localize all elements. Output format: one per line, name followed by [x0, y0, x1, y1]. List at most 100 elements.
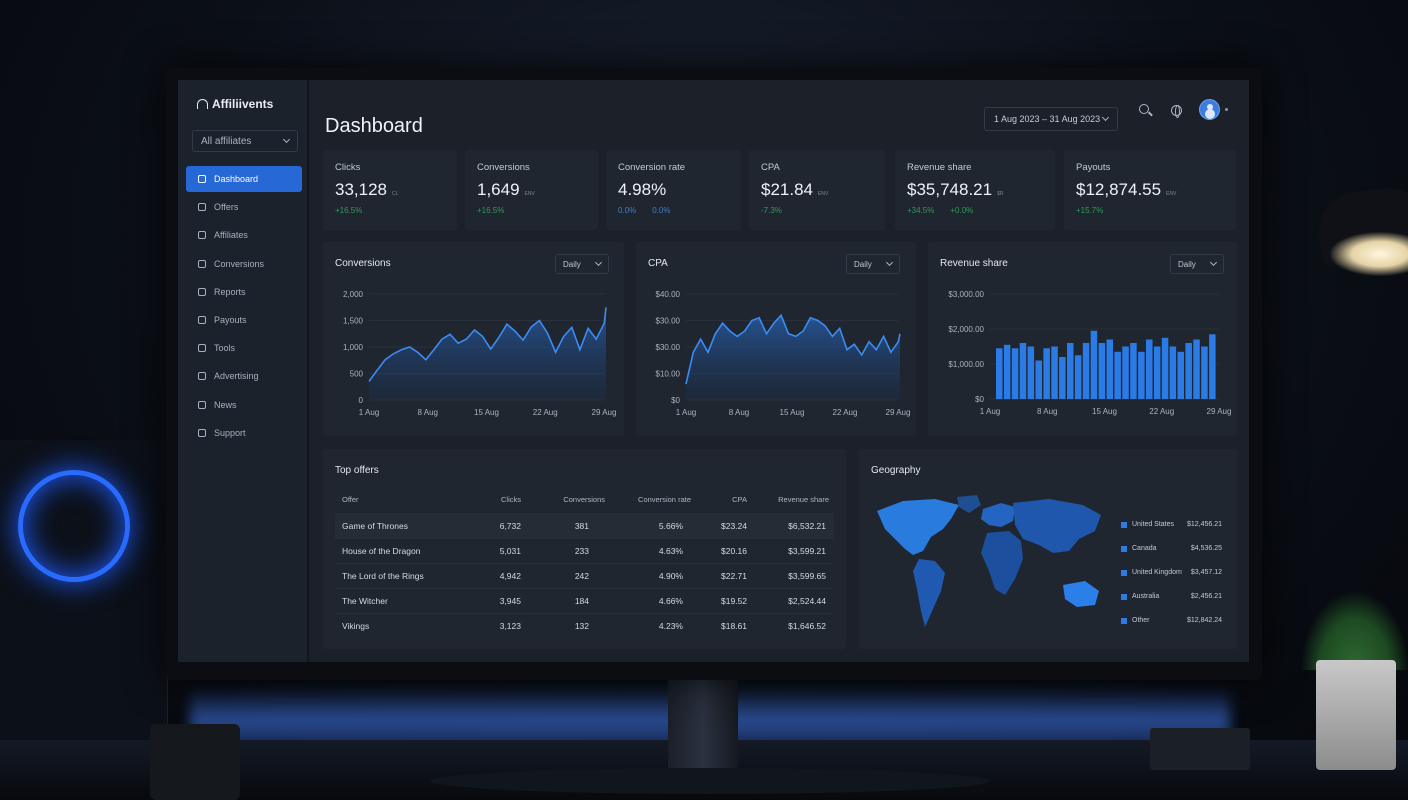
- bar: [1035, 360, 1042, 399]
- offer-name: The Lord of the Rings: [335, 562, 455, 588]
- y-tick-label: $0: [975, 395, 984, 404]
- legend-country: Other: [1132, 617, 1150, 624]
- legend-item-canada[interactable]: Canada $4,536.25: [1121, 545, 1222, 552]
- africa-region: [981, 531, 1023, 595]
- globe-icon[interactable]: [1171, 105, 1182, 118]
- sidebar-item-tools[interactable]: Tools: [186, 335, 302, 361]
- column-header[interactable]: Clicks: [501, 495, 521, 505]
- cpa-chart-panel: CPA Daily $40.00 $30.00 $30.00 $10.00 $0 1 Au…: [636, 242, 916, 436]
- x-tick-label: 22 Aug: [533, 408, 558, 417]
- bar: [1011, 348, 1019, 400]
- sidebar-item-label: News: [214, 399, 237, 410]
- revenue-share-chart: $3,000.00 $2,000.00 $1,000.00 $0 1 Aug 8 Aug 1…: [948, 290, 1232, 416]
- column-header[interactable]: CPA: [732, 495, 747, 505]
- monitor-stand-base: [430, 768, 990, 794]
- x-tick-label: 8 Aug: [418, 408, 438, 417]
- panel-title: Geography: [871, 465, 921, 476]
- legend-value: $12,456.21: [1186, 521, 1222, 528]
- table-row[interactable]: The Lord of the Rings 4,942 242 4.90% $2…: [335, 562, 834, 588]
- column-header[interactable]: Conversion rate: [638, 495, 691, 505]
- sidebar-item-advertising[interactable]: Advertising: [186, 363, 302, 389]
- sidebar-item-support[interactable]: Support: [186, 420, 302, 446]
- offer-revenue-share: $1,646.52: [747, 612, 834, 638]
- y-tick-label: $1,000.00: [948, 360, 984, 369]
- sidebar-item-affiliates[interactable]: Affiliates: [186, 222, 302, 248]
- offer-conversions: 132: [521, 612, 605, 638]
- period-select-value: Daily: [854, 259, 872, 269]
- main-content: Dashboard 1 Aug 2023 – 31 Aug 2023 Click…: [311, 80, 1249, 662]
- sidebar-item-reports[interactable]: Reports: [186, 279, 302, 305]
- offer-conversions: 242: [521, 562, 605, 588]
- sidebar-item-news[interactable]: News: [186, 392, 302, 418]
- legend-item-other[interactable]: Other $12,842.24: [1121, 617, 1222, 624]
- advertising-icon: [198, 372, 206, 381]
- kpi-sub: ENV: [1166, 191, 1177, 197]
- legend-country: United Kingdom: [1132, 569, 1182, 576]
- column-header[interactable]: Conversions: [563, 495, 605, 505]
- world-map[interactable]: [873, 493, 1113, 643]
- bar: [1122, 346, 1129, 399]
- legend-item-australia[interactable]: Australia $2,456.21: [1121, 593, 1222, 600]
- sidebar-item-label: Advertising: [214, 371, 259, 382]
- table-row[interactable]: Vikings 3,123 132 4.23% $18.61 $1,646.52: [335, 612, 834, 638]
- column-header[interactable]: Offer: [342, 495, 359, 505]
- kpi-sub: ENV: [818, 191, 829, 197]
- period-select-value: Daily: [1178, 259, 1196, 269]
- kpi-change: -7.3%: [761, 206, 782, 215]
- period-select[interactable]: Daily: [555, 254, 609, 274]
- sidebar-item-payouts[interactable]: Payouts: [186, 307, 302, 333]
- kpi-card-cpa[interactable]: CPA $21.84 ENV -7.3%: [749, 150, 885, 230]
- sidebar-item-label: Tools: [214, 343, 236, 354]
- date-range-picker[interactable]: 1 Aug 2023 – 31 Aug 2023: [984, 107, 1118, 131]
- y-tick-label: $40.00: [656, 290, 681, 299]
- sidebar-item-conversions[interactable]: Conversions: [186, 251, 302, 277]
- avatar-menu-caret[interactable]: [1225, 108, 1228, 111]
- sidebar-item-offers[interactable]: Offers: [186, 194, 302, 220]
- kpi-card-revenue-share[interactable]: Revenue share $35,748.21 $R +34.5% +0.0%: [895, 150, 1055, 230]
- sidebar-nav: Dashboard Offers Affiliates Conversions …: [186, 166, 302, 448]
- kpi-sub: ENV: [524, 191, 535, 197]
- chevron-down-icon: [282, 135, 291, 144]
- search-icon[interactable]: [1139, 104, 1149, 114]
- kpi-card-conversions[interactable]: Conversions 1,649 ENV +16.5%: [465, 150, 598, 230]
- kpi-value-text: $21.84: [761, 180, 813, 199]
- bar: [1201, 346, 1208, 399]
- kpi-card-payouts[interactable]: Payouts $12,874.55 ENV +15.7%: [1064, 150, 1236, 230]
- kpi-change: +0.0%: [950, 206, 974, 215]
- affiliate-select[interactable]: All affiliates: [192, 130, 298, 152]
- avatar[interactable]: [1199, 99, 1220, 120]
- brand-logo[interactable]: Affiliivents: [197, 97, 273, 111]
- offer-clicks: 3,945: [455, 587, 521, 613]
- y-tick-label: $30.00: [656, 317, 681, 326]
- kpi-card-clicks[interactable]: Clicks 33,128 CL +16.5%: [323, 150, 457, 230]
- table-row[interactable]: The Witcher 3,945 184 4.66% $19.52 $2,52…: [335, 587, 834, 613]
- x-tick-label: 8 Aug: [729, 408, 749, 417]
- bar: [1051, 346, 1058, 399]
- column-header[interactable]: Revenue share: [778, 495, 829, 505]
- sidebar-item-label: Dashboard: [214, 174, 259, 184]
- period-select[interactable]: Daily: [1170, 254, 1224, 274]
- table-row[interactable]: Game of Thrones 6,732 381 5.66% $23.24 $…: [335, 512, 834, 538]
- bar: [1098, 343, 1106, 399]
- y-tick-label: $30.00: [656, 343, 681, 352]
- bar: [1074, 355, 1082, 400]
- x-tick-label: 1 Aug: [359, 408, 379, 417]
- x-tick-label: 15 Aug: [474, 408, 499, 417]
- x-tick-label: 15 Aug: [780, 408, 805, 417]
- kpi-label: CPA: [761, 162, 780, 173]
- period-select[interactable]: Daily: [846, 254, 900, 274]
- offer-cpa: $19.52: [691, 587, 747, 613]
- north-america-region: [877, 499, 959, 555]
- legend-item-united-kingdom[interactable]: United Kingdom $3,457.12: [1121, 569, 1222, 576]
- bar: [1138, 351, 1145, 400]
- sidebar-item-dashboard[interactable]: Dashboard: [186, 166, 302, 192]
- x-tick-label: 29 Aug: [1207, 407, 1232, 416]
- bar: [1059, 357, 1066, 399]
- y-tick-label: 500: [350, 370, 364, 379]
- kpi-card-conversion-rate[interactable]: Conversion rate 4.98% 0.0% 0.0%: [606, 150, 741, 230]
- x-tick-label: 22 Aug: [1149, 407, 1174, 416]
- offer-name: The Witcher: [335, 587, 455, 613]
- table-row[interactable]: House of the Dragon 5,031 233 4.63% $20.…: [335, 537, 834, 563]
- kpi-sub: CL: [392, 191, 399, 197]
- legend-item-united-states[interactable]: United States $12,456.21: [1121, 521, 1222, 528]
